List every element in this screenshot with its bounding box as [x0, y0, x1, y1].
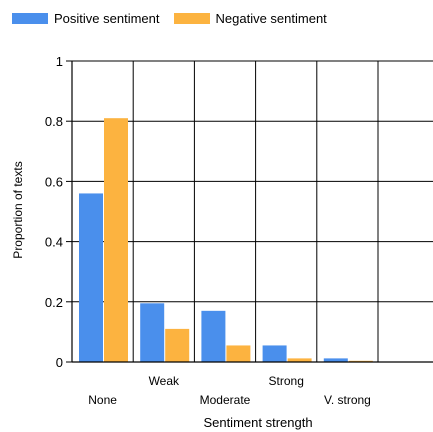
- legend: Positive sentiment Negative sentiment: [12, 8, 341, 28]
- legend-item-negative: Negative sentiment: [173, 10, 327, 26]
- x-tick-label: V. strong: [324, 393, 371, 407]
- legend-item-positive: Positive sentiment: [12, 11, 160, 26]
- x-tick-label: None: [88, 393, 117, 407]
- bar-positive: [79, 193, 103, 362]
- y-axis-label: Proportion of texts: [11, 161, 25, 258]
- x-axis-label: Sentiment strength: [203, 415, 312, 430]
- y-tick-label: 0.4: [45, 235, 63, 250]
- labels: Proportion of texts Sentiment strength 0…: [11, 54, 371, 430]
- bar-positive: [323, 358, 348, 362]
- y-tick-label: 0.2: [45, 295, 63, 310]
- x-tick-label: Strong: [269, 374, 304, 388]
- gridlines: [72, 60, 433, 362]
- bar-positive: [201, 310, 226, 362]
- bar-negative: [287, 358, 312, 362]
- axes: [66, 60, 433, 363]
- x-tick-label: Moderate: [200, 393, 251, 407]
- y-tick-label: 0.8: [45, 114, 63, 129]
- bar-positive: [262, 345, 287, 362]
- bar-negative: [348, 360, 373, 362]
- bar-negative: [226, 345, 251, 362]
- legend-swatch-negative: [173, 12, 210, 24]
- x-tick-label: Weak: [149, 374, 180, 388]
- legend-swatch-positive: [12, 12, 48, 24]
- y-tick-label: 1: [56, 54, 63, 69]
- bar-positive: [140, 303, 165, 362]
- bars: [79, 118, 373, 362]
- legend-label-negative: Negative sentiment: [215, 10, 327, 26]
- y-tick-label: 0: [56, 355, 63, 370]
- legend-label-positive: Positive sentiment: [54, 10, 160, 26]
- bar-negative: [104, 118, 128, 362]
- y-tick-label: 0.6: [45, 174, 63, 189]
- bar-negative: [165, 328, 190, 362]
